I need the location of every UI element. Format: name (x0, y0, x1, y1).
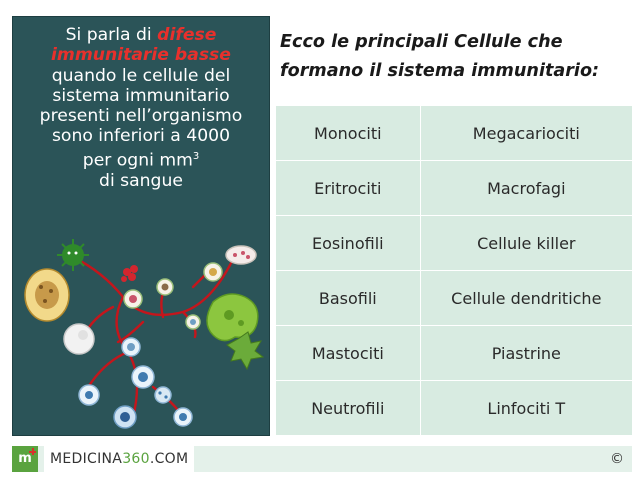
medical-cross-icon (29, 448, 36, 455)
info-line-7-sup: 3 (192, 150, 200, 162)
cells-table: Monociti Megacariociti Eritrociti Macrof… (276, 106, 632, 435)
info-line-1: Si parla di difese (13, 25, 269, 45)
info-highlight-1: difese (157, 25, 217, 45)
table-cell: Cellule killer (420, 215, 632, 271)
immune-cells-illustration (24, 239, 265, 429)
footer-bar: m MEDICINA360.COM © (12, 446, 632, 472)
info-line-4: sistema immunitario (52, 85, 230, 106)
table-cell: Eosinofili (276, 215, 421, 271)
info-line-5: presenti nell’organismo (39, 106, 243, 127)
table-cell: Macrofagi (420, 160, 632, 216)
red-cluster-icon (121, 265, 138, 282)
table-row: Basofili Cellule dendritiche (276, 270, 632, 326)
info-panel: Si parla di difese immunitarie basse qua… (12, 16, 270, 436)
brand-number: 360 (122, 451, 150, 467)
site-brand-link[interactable]: MEDICINA360.COM (44, 446, 195, 472)
table-cell: Monociti (276, 106, 421, 161)
eosinophil-icon (123, 289, 143, 309)
white-cell-icon (63, 323, 95, 355)
table-cell: Eritrociti (276, 160, 421, 216)
table-row: Eritrociti Macrofagi (276, 160, 632, 216)
small-cell-icon (185, 314, 201, 330)
table-cell: Cellule dendritiche (420, 270, 632, 326)
mast-cell-icon (24, 268, 70, 322)
info-line-3: quando le cellule del (51, 65, 231, 86)
table-row: Eosinofili Cellule killer (276, 215, 632, 271)
table-row: Monociti Megacariociti (276, 106, 632, 161)
lymphocyte-icon (121, 337, 141, 357)
info-line-7-prefix: per ogni mm (82, 150, 193, 171)
info-line-7: per ogni mm3 (13, 147, 269, 171)
table-cell: Basofili (276, 270, 421, 326)
table-cell: Linfociti T (487, 398, 566, 418)
heading-line-2: formano il sistema immunitario: (280, 61, 600, 81)
info-highlight-2: immunitarie basse (51, 45, 231, 66)
info-line-1-prefix: Si parla di (65, 25, 158, 45)
platelet-icon (225, 245, 257, 265)
nk-cell-icon (113, 405, 137, 429)
table-row: Mastociti Piastrine (276, 325, 632, 381)
brand-prefix: MEDICINA (50, 451, 123, 467)
table-cell: Piastrine (420, 325, 632, 381)
logo-letter: m (18, 451, 32, 466)
granulocyte-icon (156, 278, 174, 296)
table-row: Neutrofili Linfociti T (276, 380, 632, 435)
monocyte-icon (131, 365, 155, 389)
macrophage-icon (206, 293, 259, 342)
erythrocyte-icon (203, 262, 223, 282)
brand-suffix: .COM (149, 451, 189, 467)
info-text: Si parla di difese immunitarie basse qua… (13, 25, 269, 191)
info-line-8: di sangue (99, 170, 183, 191)
dendritic-cell-small-icon (154, 386, 172, 404)
virus-icon (57, 239, 89, 271)
table-cell: Megacariociti (420, 106, 632, 161)
site-logo[interactable]: m (12, 446, 38, 472)
info-line-6: sono inferiori a 4000 (51, 126, 231, 147)
table-cell: Mastociti (276, 325, 421, 381)
table-cell: Neutrofili (276, 380, 421, 435)
basophil-icon (173, 407, 193, 427)
heading-line-1: Ecco le principali Cellule che (280, 32, 563, 52)
cells-heading: Ecco le principali Cellule che formano i… (280, 28, 630, 86)
neutrophil-icon (78, 384, 100, 406)
dendritic-cell-icon (226, 331, 265, 371)
copyright-symbol: © (610, 451, 624, 467)
